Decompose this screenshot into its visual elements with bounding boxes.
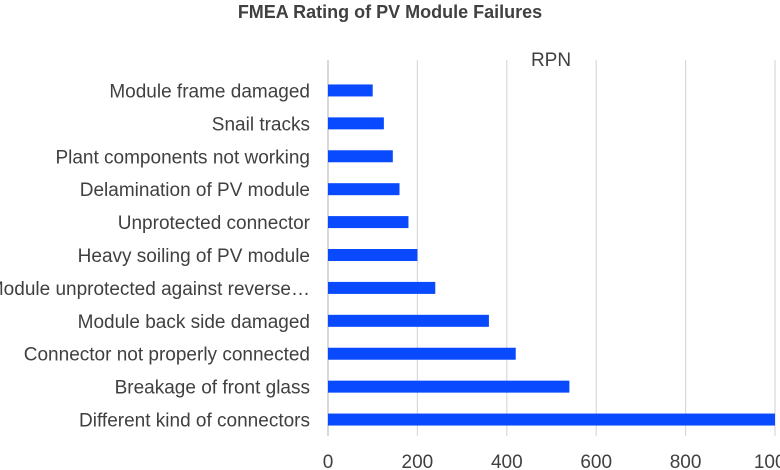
category-label: Connector not properly connected <box>24 345 310 366</box>
x-tick-label: 0 <box>323 452 334 470</box>
bar <box>328 314 489 327</box>
series-label: RPN <box>531 50 571 71</box>
category-label: Snail tracks <box>212 114 310 135</box>
bar <box>328 150 393 163</box>
bar <box>328 347 516 360</box>
category-label: Heavy soiling of PV module <box>78 246 310 267</box>
value-axis: 0 200 400 600 800 1000 <box>323 452 780 470</box>
category-label: Unprotected connector <box>118 213 311 234</box>
x-tick-label: 400 <box>491 452 523 470</box>
category-label: Module frame damaged <box>109 81 310 102</box>
bar <box>328 183 400 196</box>
x-tick-label: 600 <box>580 452 612 470</box>
bar <box>328 216 409 229</box>
bar <box>328 117 384 130</box>
x-tick-label: 1000 <box>754 452 780 470</box>
category-label: Plant components not working <box>55 147 310 168</box>
grid-lines <box>327 60 776 436</box>
category-label: Breakage of front glass <box>115 378 310 399</box>
category-label: Module back side damaged <box>78 312 310 333</box>
category-label: Delamination of PV module <box>80 180 310 201</box>
x-tick-label: 200 <box>402 452 434 470</box>
category-label: Module unprotected against reverse… <box>0 279 310 300</box>
bar <box>328 249 418 261</box>
bar <box>328 413 775 426</box>
category-labels: Different kind of connectors Breakage of … <box>0 81 311 431</box>
bar <box>328 281 436 294</box>
bar <box>328 380 570 393</box>
x-tick-label: 800 <box>670 452 702 470</box>
bar <box>328 84 373 97</box>
category-label: Different kind of connectors <box>79 411 310 432</box>
chart-title: FMEA Rating of PV Module Failures <box>237 2 543 22</box>
bars <box>328 84 775 426</box>
